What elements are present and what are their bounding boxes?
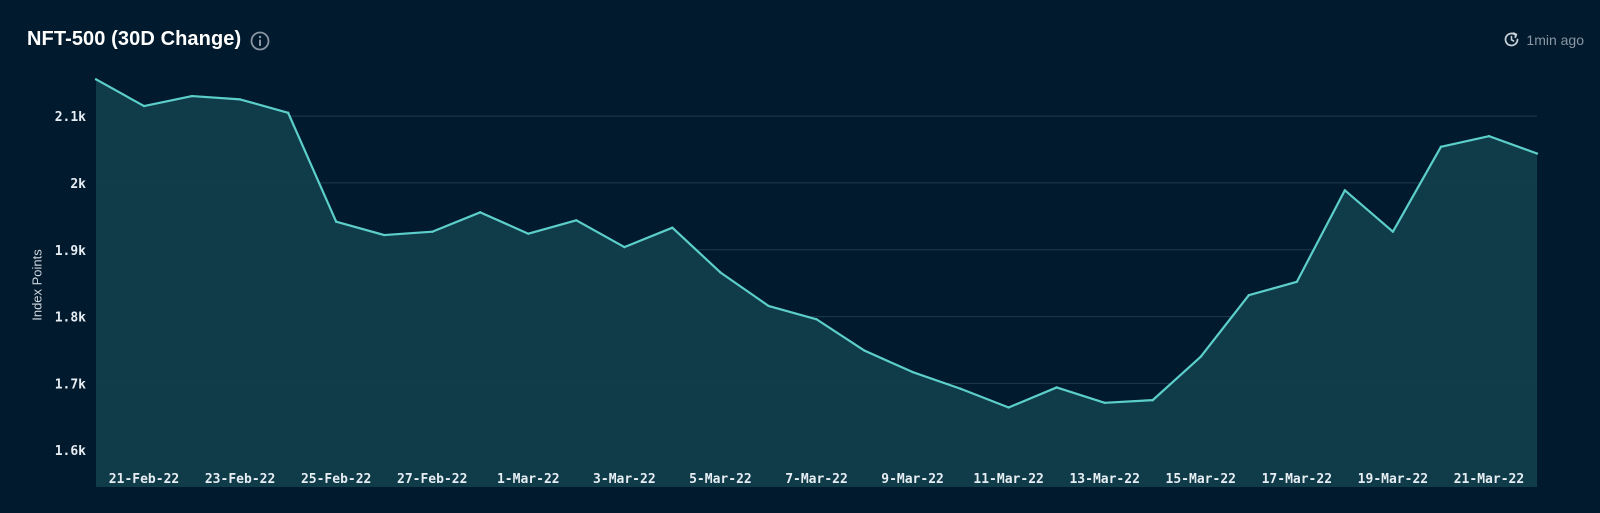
x-tick-label: 25-Feb-22 [301,472,371,487]
data-point[interactable] [1439,145,1443,149]
x-tick-label: 7-Mar-22 [785,472,848,487]
data-point[interactable] [1247,294,1251,297]
data-point[interactable] [1391,230,1395,233]
data-point[interactable] [1487,134,1491,138]
data-point[interactable] [334,220,338,223]
info-circle-icon[interactable] [250,31,270,51]
x-tick-label: 21-Mar-22 [1454,472,1524,487]
y-tick-label: 1.6k [55,444,86,459]
y-tick-label: 1.8k [55,311,86,326]
data-point[interactable] [479,211,482,214]
chart-header: NFT-500 (30D Change) [27,28,270,51]
data-point[interactable] [1103,401,1106,404]
data-point[interactable] [719,271,722,274]
data-point[interactable] [1151,398,1154,402]
x-tick-label: 23-Feb-22 [205,472,275,487]
x-tick-label: 1-Mar-22 [497,472,560,487]
x-tick-label: 3-Mar-22 [593,472,656,487]
data-point[interactable] [623,245,626,249]
chart-title: NFT-500 (30D Change) [27,28,242,50]
data-point[interactable] [815,318,818,321]
data-point[interactable] [767,304,770,308]
data-point[interactable] [863,349,866,352]
y-tick-label: 1.9k [55,244,86,259]
x-tick-label: 27-Feb-22 [397,472,467,487]
data-point[interactable] [190,94,194,98]
data-point[interactable] [238,98,242,101]
last-updated-text: 1min ago [1526,31,1584,48]
area-series [94,78,1539,487]
data-point[interactable] [94,78,98,81]
data-point[interactable] [1055,386,1058,389]
data-point[interactable] [671,226,674,229]
x-tick-label: 17-Mar-22 [1262,472,1332,487]
data-point[interactable] [575,219,578,222]
data-point[interactable] [142,104,146,108]
y-tick-label: 1.7k [55,377,86,392]
data-point[interactable] [911,370,914,374]
refresh-clock-icon[interactable] [1503,31,1520,48]
data-point[interactable] [1199,355,1202,358]
data-point[interactable] [1343,189,1347,192]
data-point[interactable] [1535,152,1539,155]
y-axis-ticks: 1.6k 1.7k 1.8k 1.9k 2k 2.1k [55,110,86,459]
x-tick-label: 5-Mar-22 [689,472,752,487]
data-point[interactable] [959,387,962,390]
x-tick-label: 21-Feb-22 [109,472,179,487]
x-tick-label: 9-Mar-22 [881,472,944,487]
data-point[interactable] [527,232,530,235]
data-point[interactable] [1295,280,1299,284]
x-tick-label: 11-Mar-22 [973,472,1043,487]
data-point[interactable] [1007,406,1010,409]
last-updated: 1min ago [1503,31,1584,48]
x-tick-label: 19-Mar-22 [1358,472,1428,487]
y-tick-label: 2k [70,177,86,192]
x-tick-label: 15-Mar-22 [1166,472,1236,487]
data-point[interactable] [431,230,434,233]
x-tick-label: 13-Mar-22 [1069,472,1139,487]
x-axis-ticks: 21-Feb-22 23-Feb-22 25-Feb-22 27-Feb-22 1-Ma… [109,472,1524,487]
area-fill [96,79,1537,487]
data-point[interactable] [286,111,290,114]
y-tick-label: 2.1k [55,110,86,125]
data-point[interactable] [383,233,386,237]
